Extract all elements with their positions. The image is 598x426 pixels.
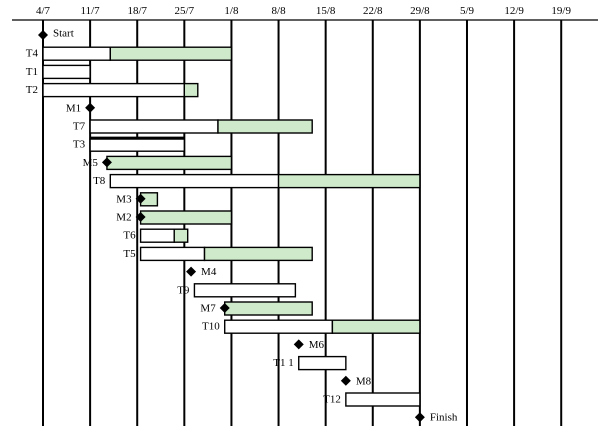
milestone-diamond-M4 xyxy=(186,266,197,277)
row-label-T8: T8 xyxy=(93,175,106,187)
milestone-diamond-M5 xyxy=(101,157,112,168)
row-label-T10: T10 xyxy=(202,321,220,333)
row-label-M2: M2 xyxy=(116,212,131,224)
row-label-M4: M4 xyxy=(201,266,217,278)
tick-label-25-7: 25/7 xyxy=(175,5,195,17)
slack-bar-M5 xyxy=(106,155,233,171)
slack-bar-T5 xyxy=(203,246,313,262)
slack-bar-T6 xyxy=(173,228,189,243)
task-bar-T1 xyxy=(42,64,91,80)
row-label-T7: T7 xyxy=(73,121,86,133)
slack-bar-T10 xyxy=(331,319,421,334)
task-bar-T2 xyxy=(42,82,186,98)
tick-label-15-8: 15/8 xyxy=(316,5,336,17)
milestone-diamond-Finish xyxy=(414,412,425,423)
task-bar-T4 xyxy=(42,46,112,61)
tick-label-1-8: 1/8 xyxy=(224,5,239,17)
row-label-T6: T6 xyxy=(123,230,136,242)
row-label-T3: T3 xyxy=(73,139,86,151)
task-bar-T3 xyxy=(89,137,186,152)
milestone-diamond-M1 xyxy=(85,102,96,113)
slack-bar-T7 xyxy=(217,119,313,134)
milestone-diamond-M6 xyxy=(293,339,304,350)
tick-label-4-7: 4/7 xyxy=(36,5,51,17)
milestone-diamond-Start xyxy=(38,30,48,40)
row-label-M7: M7 xyxy=(200,303,216,315)
row-label-M3: M3 xyxy=(116,193,132,205)
task-bar-T6 xyxy=(139,228,175,243)
date-axis: 4/7 11/7 18/7 25/7 1/8 8/8 15/8 22/8 29/8 5/9 12/9… xyxy=(12,5,598,21)
row-label-M1: M1 xyxy=(66,102,81,114)
milestone-diamond-M7 xyxy=(219,303,230,313)
task-bar-T5 xyxy=(139,246,206,262)
row-label-T11: T1 1 xyxy=(273,357,293,369)
tick-label-18-7: 18/7 xyxy=(127,5,147,17)
task-bar-T9 xyxy=(193,283,297,298)
slack-bar-T8 xyxy=(277,173,421,189)
task-bar-T12 xyxy=(345,392,421,407)
row-label-T2: T2 xyxy=(26,84,38,96)
tick-label-11-7: 11/7 xyxy=(81,5,101,17)
slack-bar-M7 xyxy=(224,301,313,316)
task-bar-T10 xyxy=(224,319,334,334)
milestone-diamond-M3 xyxy=(135,193,146,204)
task-bar-T11 xyxy=(298,355,347,371)
task-bar-T7 xyxy=(89,119,219,134)
tick-label-12-9: 12/9 xyxy=(504,5,524,17)
tick-label-22-8: 22/8 xyxy=(363,5,383,17)
slack-bar-M2 xyxy=(139,210,233,225)
milestone-diamond-M8 xyxy=(340,375,351,386)
row-label-M8: M8 xyxy=(356,375,372,387)
tick-label-8-8: 8/8 xyxy=(272,5,287,17)
row-label-T5: T5 xyxy=(123,248,136,260)
row-label-T1: T1 xyxy=(26,66,38,78)
tick-label-19-9: 19/9 xyxy=(551,5,571,17)
task-bar-T8 xyxy=(109,173,280,189)
slack-bar-T2 xyxy=(183,82,199,98)
tick-label-5-9: 5/9 xyxy=(460,5,475,17)
row-label-T9: T9 xyxy=(177,284,190,296)
row-label-T4: T4 xyxy=(26,48,39,60)
task-rows: Start T4 T1 T2 M1 T7 T3 M5 T8 M3 M2 T6 T5 M4 T9 M7 T10 M6… xyxy=(26,28,458,424)
milestone-diamond-M2 xyxy=(135,212,146,222)
row-label-M6: M6 xyxy=(309,339,325,351)
row-label-M5: M5 xyxy=(83,157,99,169)
tick-label-29-8: 29/8 xyxy=(410,5,430,17)
row-label-Start: Start xyxy=(53,28,74,40)
row-label-Finish: Finish xyxy=(430,412,458,424)
slack-bar-T4 xyxy=(109,46,233,61)
row-label-T12: T12 xyxy=(323,394,341,406)
